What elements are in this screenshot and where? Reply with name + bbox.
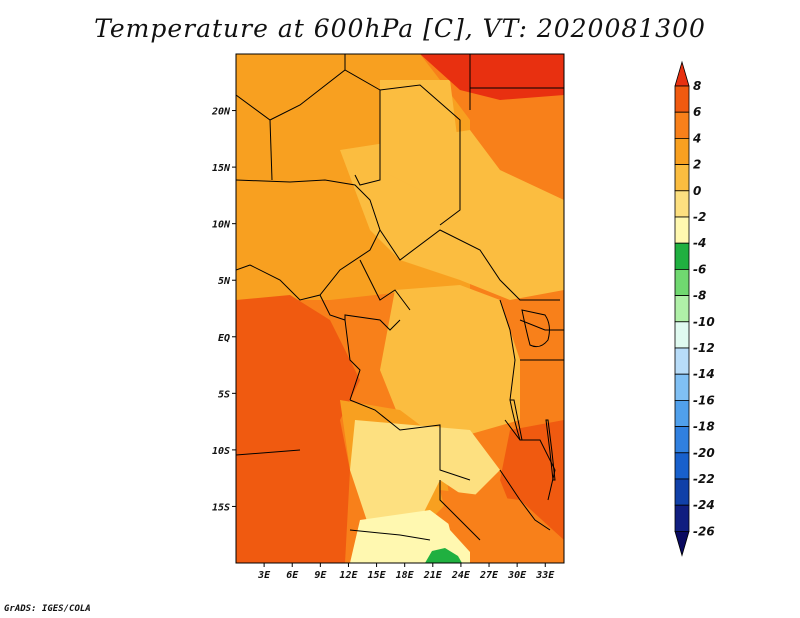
lon-tick-label: 24E bbox=[451, 570, 471, 581]
colorbar-segment bbox=[674, 347, 690, 375]
colorbar-segment bbox=[674, 426, 690, 454]
colorbar-segment bbox=[674, 85, 690, 113]
lon-tick-label: 3E bbox=[257, 570, 271, 581]
colorbar-label: 0 bbox=[693, 184, 701, 198]
lat-tick-label: 15N bbox=[212, 163, 231, 174]
colorbar-label: 2 bbox=[693, 158, 701, 172]
lon-tick-label: 30E bbox=[507, 570, 527, 581]
contour-4-6-atlantic bbox=[236, 295, 360, 563]
colorbar-label: 6 bbox=[693, 105, 701, 119]
colorbar-segment bbox=[674, 242, 690, 270]
colorbar-segment bbox=[674, 137, 690, 165]
lon-tick-label: 18E bbox=[396, 570, 415, 581]
lat-tick-label: 15S bbox=[212, 502, 230, 513]
colorbar-segment bbox=[674, 295, 690, 323]
colorbar-segment bbox=[674, 399, 690, 427]
colorbar-label: -6 bbox=[693, 262, 706, 276]
colorbar-segment bbox=[674, 373, 690, 401]
contour-0-2-nile bbox=[380, 80, 460, 190]
lon-tick-label: 27E bbox=[479, 570, 499, 581]
lat-tick-label: 10N bbox=[212, 220, 231, 231]
colorbar-label: -18 bbox=[693, 420, 715, 434]
lat-tick-label: 10S bbox=[212, 446, 230, 457]
colorbar-label: -20 bbox=[693, 446, 715, 460]
colorbar-label: -2 bbox=[693, 210, 706, 224]
colorbar-segment bbox=[674, 531, 690, 557]
longitude-axis: 3E 6E 9E 12E 15E 18E 21E 24E 27E 30E 33E bbox=[257, 563, 555, 581]
colorbar-label: -10 bbox=[693, 315, 715, 329]
contour-2-4-southeast bbox=[440, 490, 564, 563]
lat-tick-label: 5N bbox=[218, 276, 231, 287]
lon-tick-label: 33E bbox=[535, 570, 555, 581]
colorbar-label: -22 bbox=[693, 472, 715, 486]
colorbar-segment bbox=[674, 216, 690, 244]
colorbar-segment bbox=[674, 478, 690, 506]
colorbar-label: -26 bbox=[693, 524, 715, 538]
colorbar-segment bbox=[674, 268, 690, 296]
colorbar-segment bbox=[674, 190, 690, 218]
temperature-field bbox=[236, 54, 564, 563]
lon-tick-label: 6E bbox=[286, 570, 299, 581]
lat-tick-label: EQ bbox=[218, 333, 230, 344]
map-frame bbox=[235, 53, 565, 564]
colorbar-segment bbox=[674, 452, 690, 480]
colorbar-label: -16 bbox=[693, 393, 715, 407]
country-borders bbox=[236, 54, 564, 541]
lon-tick-label: 9E bbox=[314, 570, 327, 581]
colorbar-segment bbox=[674, 111, 690, 139]
colorbar-segment bbox=[674, 504, 690, 532]
contour-minus2-0-angola bbox=[350, 420, 500, 530]
map-title: Temperature at 600hPa [C], VT: 202008130… bbox=[94, 14, 706, 43]
colorbar-label: 8 bbox=[693, 79, 701, 93]
colorbar-segment bbox=[674, 321, 690, 349]
colorbar-label: -24 bbox=[693, 498, 715, 512]
lon-tick-label: 21E bbox=[423, 570, 443, 581]
lat-tick-label: 20N bbox=[211, 107, 231, 118]
colorbar-segment bbox=[674, 164, 690, 192]
lon-tick-label: 12E bbox=[339, 570, 358, 581]
colorbar-label: -4 bbox=[693, 236, 706, 250]
colorbar-label: -8 bbox=[693, 289, 706, 303]
contour-minus6-minus4-pocket bbox=[425, 548, 462, 563]
lakes bbox=[509, 309, 556, 481]
latitude-axis: 20N 15N 10N 5N EQ 5S 10S 15S bbox=[211, 107, 236, 513]
lon-tick-label: 15E bbox=[368, 570, 387, 581]
contour-0-2-congo bbox=[380, 285, 520, 440]
colorbar-segment bbox=[674, 60, 690, 87]
colorbar-label: 4 bbox=[692, 131, 701, 145]
colorbar-label: -14 bbox=[693, 367, 715, 381]
lat-tick-label: 5S bbox=[218, 389, 230, 400]
colorbar: 8 6 4 2 0 -2 -4 -6 -8 -10 -12 -14 -16 -18 -20 -22 -24 -26 bbox=[674, 60, 715, 557]
colorbar-label: -12 bbox=[693, 341, 715, 355]
credit-label: GrADS: IGES/COLA bbox=[4, 604, 91, 614]
